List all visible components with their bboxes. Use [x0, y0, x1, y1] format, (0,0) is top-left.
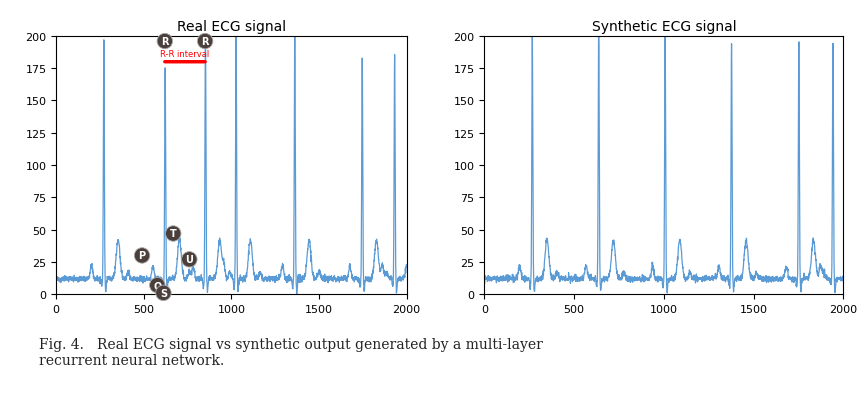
Text: R-R interval: R-R interval [160, 50, 209, 59]
Text: R: R [161, 37, 169, 47]
Text: R: R [202, 37, 208, 47]
Text: P: P [138, 251, 145, 261]
Text: S: S [160, 288, 167, 298]
Text: Fig. 4.   Real ECG signal vs synthetic output generated by a multi-layer
recurre: Fig. 4. Real ECG signal vs synthetic out… [39, 337, 543, 368]
Text: Q: Q [153, 281, 162, 290]
Text: T: T [170, 229, 176, 239]
Text: U: U [185, 255, 193, 265]
Title: Real ECG signal: Real ECG signal [176, 20, 286, 34]
Title: Synthetic ECG signal: Synthetic ECG signal [592, 20, 736, 34]
